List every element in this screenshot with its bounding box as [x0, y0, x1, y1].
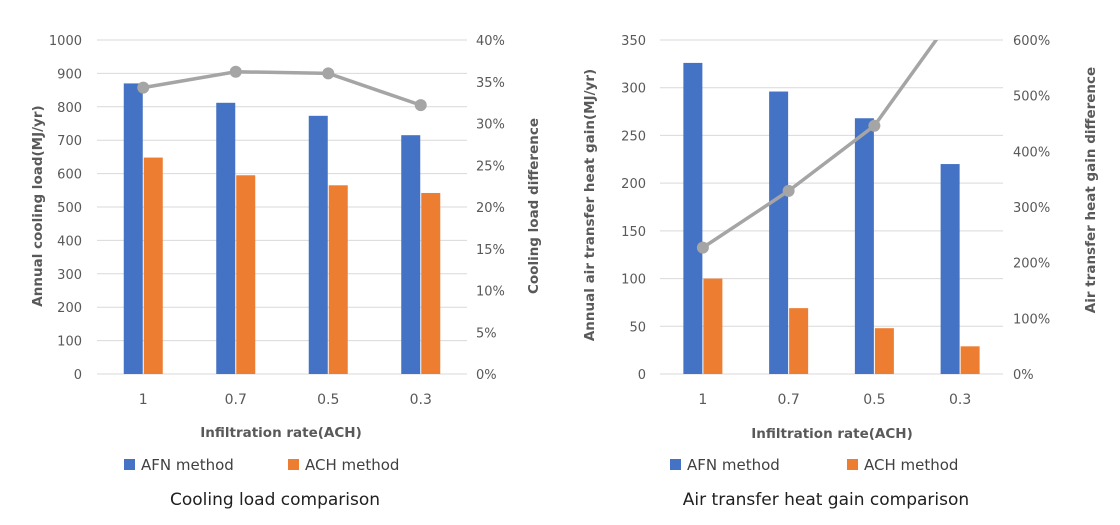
- afn-bar: [308, 115, 328, 375]
- y-tick-label: 500: [57, 201, 82, 216]
- y-tick-label: 200: [57, 301, 82, 316]
- y2-tick-label: 5%: [476, 326, 497, 341]
- ach-bar: [328, 185, 348, 374]
- y2-tick-label: 0%: [476, 368, 497, 383]
- chart-caption: Cooling load comparison: [170, 490, 380, 510]
- difference-marker: [414, 99, 427, 112]
- legend-afn-swatch: [124, 459, 135, 470]
- x-tick-label: 0.3: [949, 392, 971, 408]
- difference-line: [696, 40, 939, 254]
- difference-line: [137, 65, 427, 112]
- legend-ach-swatch: [847, 459, 858, 470]
- secondary-y-axis-ticks: 0% 100% 200% 300% 400% 500% 600%: [1013, 34, 1050, 383]
- ach-bar: [874, 328, 894, 374]
- y-axis-ticks: 0 100 200 300 400 500 600 700 800 900 1000: [49, 34, 82, 383]
- x-axis-title: Infiltration rate(ACH): [751, 426, 913, 442]
- y-tick-label: 50: [629, 320, 646, 335]
- ach-bar: [789, 308, 809, 374]
- x-tick-label: 1: [698, 392, 707, 408]
- difference-marker: [322, 67, 335, 80]
- afn-bar: [123, 83, 143, 375]
- legend-ach-swatch: [288, 459, 299, 470]
- ach-bar: [703, 278, 723, 374]
- difference-marker: [696, 241, 709, 254]
- x-axis-ticks: 1 0.7 0.5 0.3: [698, 392, 971, 408]
- y-tick-label: 300: [57, 268, 82, 283]
- y2-tick-label: 15%: [476, 243, 505, 258]
- y2-tick-label: 25%: [476, 159, 505, 174]
- y-axis-title: Annual cooling load(MJ/yr): [30, 105, 46, 306]
- y-tick-label: 100: [57, 335, 82, 350]
- x-tick-label: 0.5: [317, 392, 339, 408]
- legend-ach-label: ACH method: [864, 456, 958, 474]
- y-axis-title: Annual air transfer heat gain(MJ/yr): [582, 69, 598, 341]
- chart-caption: Air transfer heat gain comparison: [683, 490, 969, 510]
- difference-marker: [229, 65, 242, 78]
- y2-tick-label: 600%: [1013, 34, 1050, 49]
- y2-tick-label: 35%: [476, 76, 505, 91]
- x-axis-title: Infiltration rate(ACH): [200, 425, 362, 441]
- y2-tick-label: 400%: [1013, 145, 1050, 160]
- afn-bar: [683, 62, 703, 374]
- x-tick-label: 0.5: [863, 392, 885, 408]
- bars: [683, 62, 980, 374]
- y-tick-label: 100: [621, 273, 646, 288]
- y-tick-label: 200: [621, 177, 646, 192]
- secondary-y-axis-title: Cooling load difference: [526, 118, 542, 294]
- y-tick-label: 600: [57, 168, 82, 183]
- y-tick-label: 800: [57, 101, 82, 116]
- afn-bar: [940, 164, 960, 374]
- legend-afn-swatch: [670, 459, 681, 470]
- y2-tick-label: 100%: [1013, 312, 1050, 327]
- x-tick-label: 0.3: [410, 392, 432, 408]
- y-tick-label: 250: [621, 129, 646, 144]
- y2-tick-label: 10%: [476, 285, 505, 300]
- ach-bar: [960, 346, 980, 374]
- x-axis-ticks: 1 0.7 0.5 0.3: [139, 392, 432, 408]
- legend-ach-label: ACH method: [305, 456, 399, 474]
- difference-marker: [782, 184, 795, 197]
- difference-marker: [868, 119, 881, 132]
- y-tick-label: 400: [57, 234, 82, 249]
- y-tick-label: 700: [57, 134, 82, 149]
- difference-polyline: [142, 69, 422, 107]
- x-tick-label: 1: [139, 392, 148, 408]
- x-tick-label: 0.7: [225, 392, 247, 408]
- y-tick-label: 900: [57, 67, 82, 82]
- y2-tick-label: 300%: [1013, 201, 1050, 216]
- y2-tick-label: 30%: [476, 118, 505, 133]
- y-tick-label: 1000: [49, 34, 82, 49]
- afn-bar: [854, 118, 874, 374]
- secondary-y-axis-title: Air transfer heat gain difference: [1083, 67, 1099, 313]
- legend-afn-label: AFN method: [141, 456, 234, 474]
- y-tick-label: 150: [621, 225, 646, 240]
- difference-polyline: [701, 40, 939, 250]
- y2-tick-label: 500%: [1013, 90, 1050, 105]
- ach-bar: [143, 157, 163, 374]
- bars: [123, 83, 441, 375]
- ach-bar: [236, 175, 256, 374]
- afn-bar: [216, 102, 236, 375]
- afn-bar: [769, 91, 789, 374]
- y-tick-label: 300: [621, 82, 646, 97]
- y-axis-ticks: 0 50 100 150 200 250 300 350: [621, 34, 646, 383]
- y-tick-label: 0: [74, 368, 82, 383]
- y2-tick-label: 0%: [1013, 368, 1034, 383]
- y2-tick-label: 20%: [476, 201, 505, 216]
- y2-tick-label: 40%: [476, 34, 505, 49]
- afn-bar: [401, 135, 421, 374]
- ach-bar: [421, 192, 441, 374]
- y-tick-label: 350: [621, 34, 646, 49]
- y2-tick-label: 200%: [1013, 257, 1050, 272]
- legend-afn-label: AFN method: [687, 456, 780, 474]
- air-transfer-heat-gain-chart: 0 50 100 150 200 250 300 350 0% 100% 200% 300% 400%…: [582, 34, 1099, 510]
- secondary-y-axis-ticks: 0% 5% 10% 15% 20% 25% 30% 35% 40%: [476, 34, 505, 383]
- y-tick-label: 0: [638, 368, 646, 383]
- difference-marker: [137, 81, 150, 94]
- x-tick-label: 0.7: [777, 392, 799, 408]
